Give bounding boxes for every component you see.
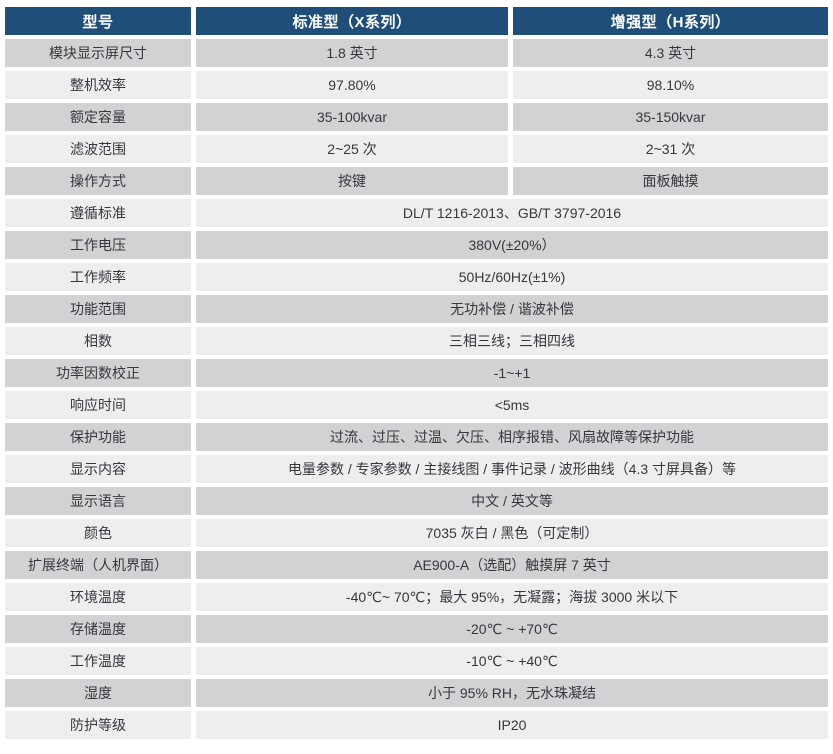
spec-row: 显示语言 中文 / 英文等: [5, 487, 828, 515]
row-value: 2~25 次: [196, 135, 508, 163]
row-value-span: 电量参数 / 专家参数 / 主接线图 / 事件记录 / 波形曲线（4.3 寸屏具…: [196, 455, 828, 483]
spec-row: 工作温度 -10℃ ~ +40℃: [5, 647, 828, 675]
spec-table-header-row: 型号 标准型（X系列） 增强型（H系列）: [5, 7, 828, 35]
spec-row: 防护等级 IP20: [5, 711, 828, 739]
row-value-span: 无功补偿 / 谐波补偿: [196, 295, 828, 323]
row-label: 操作方式: [5, 167, 191, 195]
row-label: 相数: [5, 327, 191, 355]
row-value-span: -10℃ ~ +40℃: [196, 647, 828, 675]
header-model: 型号: [5, 7, 191, 35]
row-label: 防护等级: [5, 711, 191, 739]
spec-row: 湿度 小于 95% RH，无水珠凝结: [5, 679, 828, 707]
spec-row: 额定容量 35-100kvar 35-150kvar: [5, 103, 828, 131]
row-value-span: 中文 / 英文等: [196, 487, 828, 515]
row-value: 1.8 英寸: [196, 39, 508, 67]
row-label: 遵循标准: [5, 199, 191, 227]
row-value: 35-150kvar: [513, 103, 828, 131]
row-label: 模块显示屏尺寸: [5, 39, 191, 67]
row-value-span: <5ms: [196, 391, 828, 419]
row-value-span: 50Hz/60Hz(±1%): [196, 263, 828, 291]
row-value-span: 小于 95% RH，无水珠凝结: [196, 679, 828, 707]
row-label: 环境温度: [5, 583, 191, 611]
spec-row: 响应时间 <5ms: [5, 391, 828, 419]
header-enhanced-h-series: 增强型（H系列）: [513, 7, 828, 35]
row-label: 工作电压: [5, 231, 191, 259]
spec-row: 模块显示屏尺寸 1.8 英寸 4.3 英寸: [5, 39, 828, 67]
spec-row: 功能范围 无功补偿 / 谐波补偿: [5, 295, 828, 323]
row-value: 35-100kvar: [196, 103, 508, 131]
header-standard-x-series: 标准型（X系列）: [196, 7, 508, 35]
row-value: 面板触摸: [513, 167, 828, 195]
row-value-span: 三相三线；三相四线: [196, 327, 828, 355]
spec-row: 环境温度 -40℃~ 70℃；最大 95%，无凝露；海拔 3000 米以下: [5, 583, 828, 611]
row-label: 功能范围: [5, 295, 191, 323]
spec-table: 型号 标准型（X系列） 增强型（H系列） 模块显示屏尺寸 1.8 英寸 4.3 英寸…: [0, 3, 833, 743]
row-value-span: AE900-A（选配）触摸屏 7 英寸: [196, 551, 828, 579]
row-label: 颜色: [5, 519, 191, 547]
row-label: 存储温度: [5, 615, 191, 643]
row-label: 保护功能: [5, 423, 191, 451]
row-value-span: -1~+1: [196, 359, 828, 387]
spec-row: 操作方式 按键 面板触摸: [5, 167, 828, 195]
row-label: 整机效率: [5, 71, 191, 99]
row-label: 工作温度: [5, 647, 191, 675]
row-value-span: 380V(±20%）: [196, 231, 828, 259]
row-value-span: IP20: [196, 711, 828, 739]
row-label: 滤波范围: [5, 135, 191, 163]
spec-row: 颜色 7035 灰白 / 黑色（可定制）: [5, 519, 828, 547]
spec-row: 遵循标准 DL/T 1216-2013、GB/T 3797-2016: [5, 199, 828, 227]
row-value-span: 过流、过压、过温、欠压、相序报错、风扇故障等保护功能: [196, 423, 828, 451]
row-label: 工作频率: [5, 263, 191, 291]
spec-row: 滤波范围 2~25 次 2~31 次: [5, 135, 828, 163]
row-value: 2~31 次: [513, 135, 828, 163]
row-label: 显示内容: [5, 455, 191, 483]
row-label: 显示语言: [5, 487, 191, 515]
row-label: 响应时间: [5, 391, 191, 419]
row-value: 98.10%: [513, 71, 828, 99]
spec-row: 整机效率 97.80% 98.10%: [5, 71, 828, 99]
spec-table-body: 模块显示屏尺寸 1.8 英寸 4.3 英寸 整机效率 97.80% 98.10% 额定容量 3…: [5, 39, 828, 739]
spec-row: 功率因数校正 -1~+1: [5, 359, 828, 387]
row-value-span: -20℃ ~ +70℃: [196, 615, 828, 643]
spec-row: 显示内容 电量参数 / 专家参数 / 主接线图 / 事件记录 / 波形曲线（4.3…: [5, 455, 828, 483]
row-value-span: DL/T 1216-2013、GB/T 3797-2016: [196, 199, 828, 227]
spec-row: 工作电压 380V(±20%）: [5, 231, 828, 259]
spec-row: 相数 三相三线；三相四线: [5, 327, 828, 355]
spec-row: 存储温度 -20℃ ~ +70℃: [5, 615, 828, 643]
row-value: 按键: [196, 167, 508, 195]
row-value-span: 7035 灰白 / 黑色（可定制）: [196, 519, 828, 547]
row-value: 97.80%: [196, 71, 508, 99]
row-label: 功率因数校正: [5, 359, 191, 387]
row-label: 湿度: [5, 679, 191, 707]
spec-row: 保护功能 过流、过压、过温、欠压、相序报错、风扇故障等保护功能: [5, 423, 828, 451]
row-label: 额定容量: [5, 103, 191, 131]
row-label: 扩展终端（人机界面）: [5, 551, 191, 579]
spec-row: 工作频率 50Hz/60Hz(±1%): [5, 263, 828, 291]
row-value-span: -40℃~ 70℃；最大 95%，无凝露；海拔 3000 米以下: [196, 583, 828, 611]
row-value: 4.3 英寸: [513, 39, 828, 67]
spec-row: 扩展终端（人机界面） AE900-A（选配）触摸屏 7 英寸: [5, 551, 828, 579]
